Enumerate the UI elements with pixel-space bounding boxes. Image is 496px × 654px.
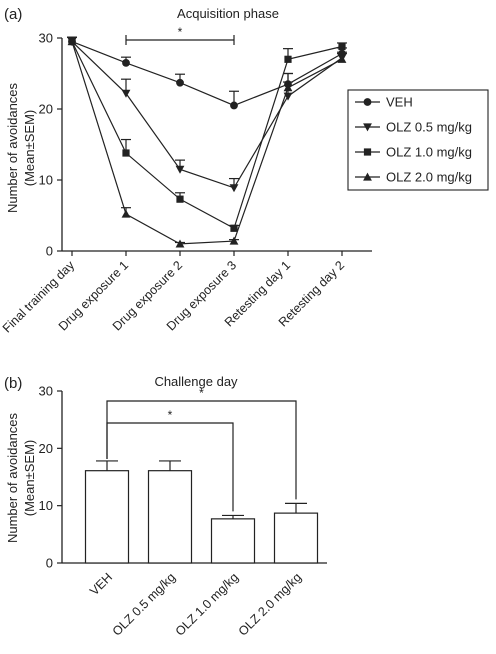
series-line-olz-1-0-mg-kg [71, 41, 343, 230]
x-tick-label-olz-0-5-mg-kg: OLZ 0.5 mg/kg [110, 570, 178, 638]
y-tick-label: 10 [39, 498, 53, 513]
legend-marker [363, 123, 372, 132]
series-olz-1-0-mg-kg [67, 36, 347, 232]
series-line-veh [71, 40, 343, 107]
data-point-olz-2-0-mg-kg [337, 54, 347, 63]
data-point-olz-1-0-mg-kg [284, 55, 292, 63]
y-tick-label: 0 [46, 244, 53, 259]
significance-asterisk: * [199, 386, 204, 400]
data-point-olz-2-0-mg-kg [121, 209, 131, 218]
legend-item-olz-2-0-mg-kg: OLZ 2.0 mg/kg [355, 170, 472, 185]
data-point-veh [176, 78, 184, 87]
series-olz-0-5-mg-kg [67, 36, 347, 193]
y-tick-label: 30 [39, 384, 53, 399]
bar-olz-1-0-mg-kg [210, 518, 256, 564]
data-point-olz-2-0-mg-kg [229, 236, 239, 245]
legend-item-olz-1-0-mg-kg: OLZ 1.0 mg/kg [355, 145, 472, 160]
y-tick-label: 30 [39, 31, 53, 46]
panel-a-ylabel-line1: Number of avoidances [5, 82, 20, 213]
panel-a-plot-area: * [67, 25, 347, 248]
bar-olz-0-5-mg-kg [147, 470, 193, 564]
legend-label: VEH [386, 95, 413, 110]
panel-b-title: Challenge day [154, 374, 238, 389]
legend-frame [347, 89, 489, 191]
y-tick-label: 20 [39, 102, 53, 117]
panel-b-challenge-chart: (b) Challenge day Number of avoidances (… [4, 374, 327, 639]
data-point-olz-2-0-mg-kg [67, 37, 77, 46]
y-tick-label: 0 [46, 556, 53, 571]
x-tick-label-veh: VEH [87, 570, 115, 598]
data-point-olz-0-5-mg-kg [229, 184, 239, 193]
data-point-olz-1-0-mg-kg [122, 149, 130, 157]
series-olz-2-0-mg-kg [67, 36, 347, 248]
y-tick-label: 10 [39, 173, 53, 188]
panel-a-title: Acquisition phase [177, 6, 279, 21]
data-point-olz-0-5-mg-kg [175, 165, 185, 174]
series-line-olz-0-5-mg-kg [71, 41, 343, 189]
significance-asterisk: * [178, 25, 183, 39]
data-point-olz-2-0-mg-kg [175, 239, 185, 248]
significance-asterisk: * [168, 408, 173, 422]
data-point-olz-1-0-mg-kg [176, 195, 184, 203]
data-point-veh [122, 58, 130, 67]
data-point-olz-1-0-mg-kg [338, 42, 346, 51]
panel-a-acquisition-chart: (a) Acquisition phase Number of avoidanc… [0, 6, 489, 335]
legend-marker [363, 148, 372, 156]
panel-b-ylabel-line1: Number of avoidances [5, 412, 20, 543]
data-point-olz-0-5-mg-kg [121, 89, 131, 98]
series-veh [67, 36, 347, 110]
y-tick-label: 20 [39, 441, 53, 456]
legend-marker [363, 172, 372, 181]
legend-label: OLZ 2.0 mg/kg [386, 170, 472, 185]
panel-b-ylabel-line2: (Mean±SEM) [22, 440, 37, 516]
significance-bracket [106, 400, 297, 500]
bar-olz-2-0-mg-kg [273, 512, 319, 564]
panel-a-legend: VEH OLZ 0.5 mg/kg OLZ 1.0 mg/kg OLZ 2.0 mg/… [347, 89, 489, 191]
data-point-olz-2-0-mg-kg [283, 83, 293, 92]
panel-b-label: (b) [4, 375, 22, 392]
data-point-olz-1-0-mg-kg [230, 224, 238, 232]
legend-label: OLZ 1.0 mg/kg [386, 145, 472, 160]
legend-item-veh: VEH [355, 95, 413, 110]
x-tick-label-olz-2-0-mg-kg: OLZ 2.0 mg/kg [236, 570, 304, 638]
bar-veh [84, 470, 130, 564]
data-point-veh [230, 101, 238, 110]
panel-a-ylabel-line2: (Mean±SEM) [22, 110, 37, 186]
panel-b-plot-area: ** [84, 386, 319, 564]
x-tick-label-olz-1-0-mg-kg: OLZ 1.0 mg/kg [173, 570, 241, 638]
legend-marker [363, 98, 372, 106]
series-line-olz-2-0-mg-kg [71, 41, 343, 245]
legend-label: OLZ 0.5 mg/kg [386, 120, 472, 135]
legend-item-olz-0-5-mg-kg: OLZ 0.5 mg/kg [355, 120, 472, 135]
panel-a-label: (a) [4, 6, 22, 23]
